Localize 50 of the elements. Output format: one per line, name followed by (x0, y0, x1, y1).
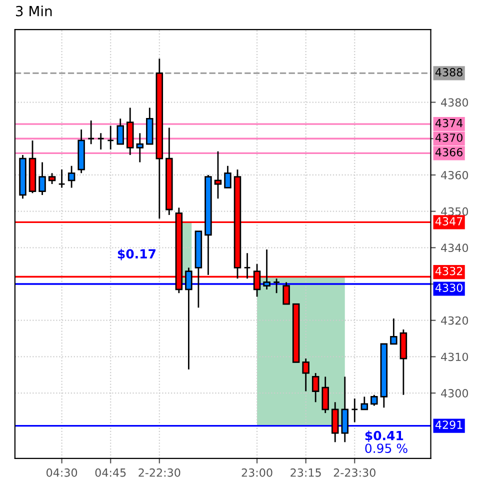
chart-title: 3 Min (16, 6, 52, 16)
candlestick (38, 162, 46, 196)
ref-line-label: 4330 (435, 284, 462, 292)
x-tick-label: 23:00 (242, 468, 272, 477)
candlestick (136, 132, 144, 163)
candlestick (68, 165, 76, 188)
candlestick (214, 150, 222, 200)
candlestick (58, 168, 66, 188)
annotation: $0.17 (118, 248, 156, 260)
ref-line-label: 4374 (435, 118, 463, 128)
y-tick-label: 4380 (441, 98, 468, 107)
candlestick (116, 118, 124, 145)
candlestick (390, 318, 398, 345)
candlestick (97, 132, 104, 150)
ref-line-label: 4332 (435, 266, 462, 276)
x-tick-label: 23:15 (290, 468, 321, 477)
candlestick (351, 398, 358, 423)
x-tick-label: 04:30 (46, 468, 78, 477)
y-tick-label: 4340 (441, 244, 468, 252)
candlestick (282, 282, 290, 305)
candlestick (272, 278, 280, 294)
y-tick-label: 4350 (441, 207, 468, 216)
candlestick (48, 172, 56, 185)
candlestick (224, 165, 232, 188)
candlestick (341, 376, 348, 443)
ref-line-label: 4347 (435, 217, 462, 226)
x-tick-label: 2-23:30 (334, 468, 376, 477)
candlestick (302, 358, 310, 392)
candlestick (370, 394, 378, 406)
y-tick-label: 4360 (441, 170, 468, 180)
candlestick (106, 125, 114, 150)
x-tick-label: 2-22:30 (138, 468, 180, 477)
ref-line-label: 4366 (435, 148, 463, 156)
candlestick (322, 376, 329, 414)
y-tick-label: 4320 (441, 316, 468, 325)
candlestick (360, 396, 368, 410)
candlestick (263, 248, 270, 290)
y-tick-label: 4310 (441, 352, 468, 362)
ref-line-label: 4291 (435, 420, 462, 429)
annotation: 0.95 % (365, 444, 408, 454)
candlestick (312, 372, 320, 403)
x-tick-label: 04:45 (95, 468, 126, 477)
candlestick (87, 120, 95, 145)
annotation: $0.41 (365, 430, 404, 442)
candlestick (244, 252, 251, 280)
candlestick (185, 266, 192, 370)
ref-line-label: 4370 (435, 133, 462, 142)
candlestick (331, 401, 339, 443)
ref-line-label: 4388 (435, 68, 462, 76)
y-tick-label: 4300 (441, 389, 468, 398)
